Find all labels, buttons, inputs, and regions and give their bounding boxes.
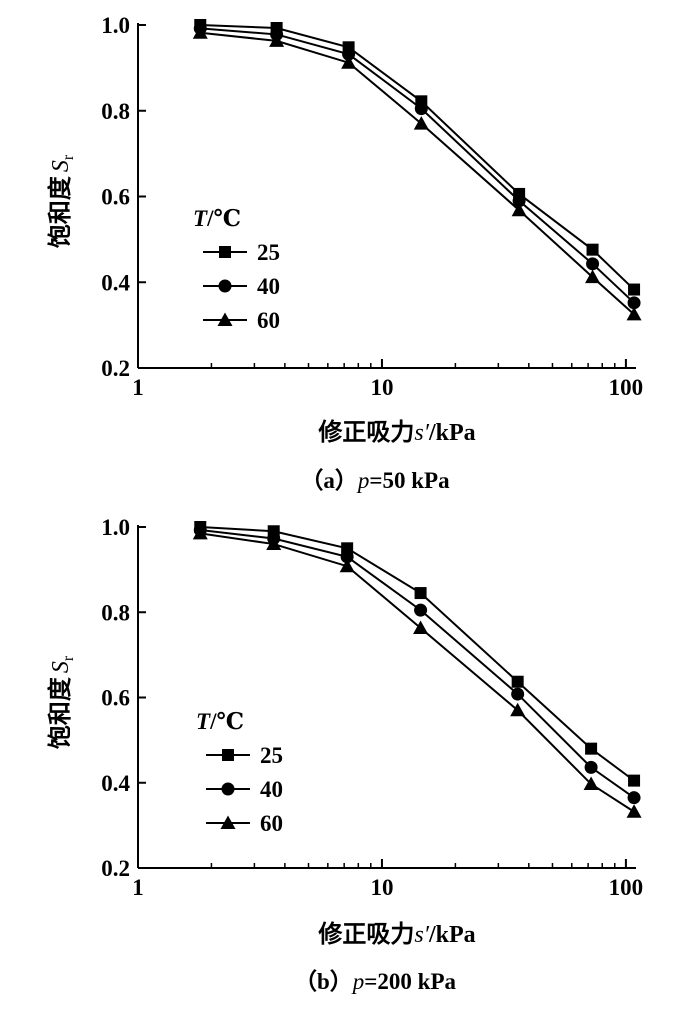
x-axis-title-var: s′ (414, 420, 429, 446)
data-point-25 (628, 283, 641, 296)
data-point-25 (628, 774, 641, 787)
data-point-40 (414, 603, 428, 617)
x-axis-title: 修正吸力s′/kPa (317, 419, 475, 446)
data-point-60 (511, 202, 527, 217)
x-axis-title-var: s′ (414, 922, 429, 948)
y-axis-title-var: S (48, 160, 74, 172)
caption-value: =50 kPa (369, 468, 450, 493)
data-point-40 (584, 760, 598, 774)
caption-var: p (351, 969, 365, 994)
data-point-40 (627, 791, 641, 805)
data-point-60 (585, 269, 601, 284)
legend-label-25: 25 (257, 240, 280, 265)
y-tick-label: 0.4 (101, 771, 130, 796)
series-line-60 (200, 532, 635, 813)
caption-prefix: （b） (294, 968, 353, 994)
y-tick-label: 1.0 (101, 13, 130, 38)
data-point-40 (414, 102, 428, 116)
legend-label-25: 25 (260, 743, 283, 768)
data-point-60 (413, 620, 429, 635)
data-point-40 (627, 296, 641, 310)
data-point-60 (192, 525, 208, 540)
y-axis-title-sub: r (60, 154, 77, 160)
legend-label-40: 40 (260, 777, 283, 802)
x-axis-title-unit: /kPa (428, 922, 476, 948)
series-60 (192, 525, 642, 818)
y-axis-title: 饱和度 Sr (46, 154, 77, 248)
data-point-60 (510, 702, 526, 717)
data-point-60 (192, 25, 208, 39)
data-point-60 (341, 55, 357, 69)
caption-value: =200 kPa (364, 969, 456, 994)
x-tick-label: 10 (370, 875, 393, 900)
data-point-60 (413, 116, 429, 130)
legend-marker-60 (220, 815, 236, 829)
x-tick-label: 10 (370, 375, 393, 400)
legend-label-60: 60 (257, 308, 280, 333)
data-point-40 (340, 550, 354, 564)
x-tick-label: 100 (609, 875, 644, 900)
data-point-40 (511, 687, 525, 701)
y-tick-label: 0.2 (101, 356, 130, 381)
x-axis-title-unit: /kPa (428, 420, 476, 446)
legend-title-var: T (193, 206, 208, 231)
data-point-25 (414, 587, 427, 600)
panel-caption: （a）p=50 kPa (300, 467, 450, 493)
y-axis-title-text: 饱和度 (46, 175, 74, 248)
x-axis-title-text: 修正吸力 (317, 419, 414, 446)
legend-marker-60 (217, 312, 233, 326)
y-axis-title-text: 饱和度 (46, 676, 74, 749)
data-point-25 (585, 742, 598, 755)
caption-prefix: （a） (300, 467, 358, 493)
data-point-40 (586, 257, 600, 271)
series-40 (193, 21, 641, 310)
legend-title: T/℃ (193, 206, 241, 231)
y-tick-label: 0.2 (101, 856, 130, 881)
legend-title-unit: /℃ (206, 206, 241, 231)
data-point-40 (512, 194, 526, 208)
y-axis-title: 饱和度 Sr (46, 655, 77, 749)
data-point-60 (339, 558, 355, 573)
legend-label-60: 60 (260, 811, 283, 836)
legend-title-var: T (196, 709, 211, 734)
legend-marker-25 (219, 246, 231, 258)
x-axis-title: 修正吸力s′/kPa (317, 921, 475, 948)
legend-label-40: 40 (257, 274, 280, 299)
data-point-40 (342, 47, 356, 61)
y-tick-label: 0.6 (101, 686, 130, 711)
data-point-60 (626, 804, 642, 818)
y-tick-label: 1.0 (101, 515, 130, 540)
y-tick-label: 0.8 (101, 600, 130, 625)
legend: T/℃ 25 40 60 (196, 709, 283, 836)
caption-var: p (356, 468, 370, 493)
series-line-60 (200, 31, 635, 316)
x-tick-label: 1 (132, 875, 144, 900)
data-point-60 (626, 306, 642, 321)
x-axis-title-text: 修正吸力 (317, 921, 414, 948)
x-tick-label: 100 (609, 375, 644, 400)
data-point-60 (583, 776, 599, 791)
data-point-25 (586, 243, 599, 256)
data-point-60 (266, 536, 282, 551)
data-point-25 (511, 675, 524, 688)
legend-marker-40 (218, 279, 232, 293)
x-tick-label: 1 (132, 375, 144, 400)
y-axis-title-var: S (48, 661, 74, 673)
legend-marker-40 (221, 782, 235, 796)
y-axis-title-sub: r (60, 655, 77, 661)
y-tick-label: 0.6 (101, 185, 130, 210)
series-60 (192, 25, 642, 321)
legend-title-unit: /℃ (209, 709, 244, 734)
legend-marker-25 (222, 749, 234, 761)
y-tick-label: 0.4 (101, 270, 130, 295)
y-tick-label: 0.8 (101, 99, 130, 124)
data-point-60 (269, 33, 285, 47)
panel-caption: （b）p=200 kPa (294, 968, 456, 994)
legend-title: T/℃ (196, 709, 244, 734)
chart-panel-b: 0.2 0.4 0.6 0.8 1.0 1 10 100 T/℃ 25 40 60 修正吸力s′/kPa… (46, 515, 643, 994)
chart-panel-a: 0.2 0.4 0.6 0.8 1.0 1 10 100 T/℃ 25 40 60 修正吸力s′/kPa… (46, 13, 643, 493)
legend: T/℃ 25 40 60 (193, 206, 280, 333)
